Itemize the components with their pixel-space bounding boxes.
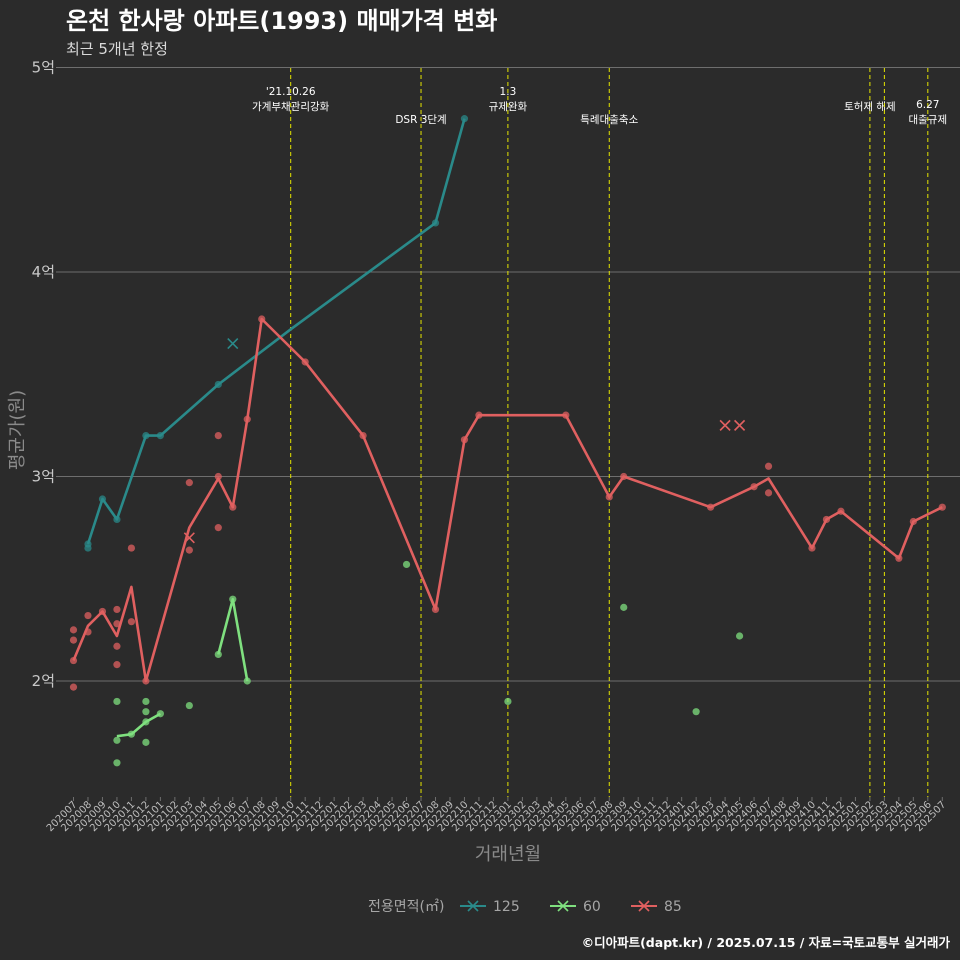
- data-point: [142, 697, 150, 706]
- series-line: [116, 712, 162, 738]
- data-point: [113, 736, 121, 744]
- data-point: [84, 544, 92, 552]
- data-point: [620, 603, 628, 611]
- legend-title: 전용면적(㎡): [368, 899, 444, 915]
- data-point: [113, 697, 121, 706]
- x-axis-title: 거래년월: [475, 844, 541, 865]
- data-point: [214, 524, 222, 532]
- cancelled-marker: [719, 419, 731, 431]
- legend-swatch-marker: [638, 900, 650, 912]
- data-point: [113, 661, 121, 669]
- data-point: [142, 738, 150, 746]
- data-point: [113, 759, 121, 767]
- legend-label: 60: [583, 899, 601, 915]
- chart-title: 온천 한사랑 아파트(1993) 매매가격 변화: [66, 7, 497, 35]
- data-point: [185, 546, 193, 554]
- series-60: [113, 560, 744, 767]
- cancelled-marker: [183, 532, 195, 544]
- legend-label: 125: [493, 899, 520, 915]
- event-label: 특례대출축소: [580, 114, 638, 126]
- grid-lines: [60, 67, 960, 682]
- series-line: [217, 597, 249, 682]
- series-line: [86, 118, 466, 545]
- data-point: [214, 472, 222, 481]
- legend: 전용면적(㎡) 125 60 85: [368, 899, 682, 915]
- data-series: [69, 115, 946, 767]
- cancelled-marker: [227, 338, 239, 350]
- event-label: 1.3: [500, 86, 517, 98]
- series-line: [72, 317, 943, 683]
- data-point: [735, 632, 744, 640]
- event-label: '21.10.26: [266, 86, 316, 98]
- cancelled-marker: [734, 419, 746, 431]
- y-axis-ticks: 2억 3억 4억 5억: [32, 59, 60, 690]
- event-label: 가계부채관리강화: [252, 101, 330, 113]
- data-point: [127, 544, 136, 552]
- data-point: [764, 489, 773, 497]
- event-label: 규제완화: [489, 100, 528, 113]
- data-point: [113, 605, 121, 614]
- data-point: [127, 618, 136, 626]
- data-point: [113, 642, 121, 650]
- y-tick-label: 2억: [32, 672, 55, 690]
- series-85: [69, 315, 946, 691]
- event-label: 6.27: [916, 99, 939, 111]
- y-axis-title: 평균가(원): [7, 390, 28, 470]
- source-caption: ©디아파트(dapt.kr) / 2025.07.15 / 자료=국토교통부 실…: [582, 935, 951, 950]
- data-point: [142, 708, 150, 716]
- data-point: [402, 560, 411, 569]
- legend-label: 85: [664, 899, 682, 915]
- data-point: [692, 708, 700, 716]
- data-point: [69, 683, 78, 691]
- data-point: [185, 479, 193, 487]
- legend-swatch-marker: [557, 900, 569, 912]
- event-label: DSR 3단계: [395, 114, 446, 126]
- data-point: [214, 432, 222, 440]
- data-point: [504, 697, 512, 706]
- chart-subtitle: 최근 5개년 한정: [66, 40, 168, 58]
- data-point: [84, 611, 92, 620]
- data-point: [69, 636, 78, 644]
- legend-swatch-marker: [467, 900, 479, 912]
- y-tick-label: 5억: [32, 59, 55, 77]
- series-125: [84, 115, 469, 552]
- event-label: 토허제 해제: [844, 100, 896, 113]
- data-point: [764, 462, 773, 470]
- y-tick-label: 4억: [32, 263, 55, 281]
- data-point: [185, 701, 193, 710]
- data-point: [69, 626, 78, 634]
- y-tick-label: 3억: [32, 468, 55, 486]
- event-label: 대출규제: [908, 114, 947, 126]
